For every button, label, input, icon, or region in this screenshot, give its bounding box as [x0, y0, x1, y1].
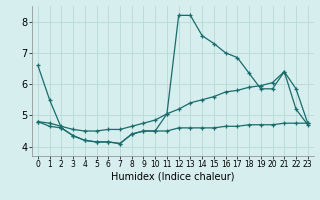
- X-axis label: Humidex (Indice chaleur): Humidex (Indice chaleur): [111, 172, 235, 182]
